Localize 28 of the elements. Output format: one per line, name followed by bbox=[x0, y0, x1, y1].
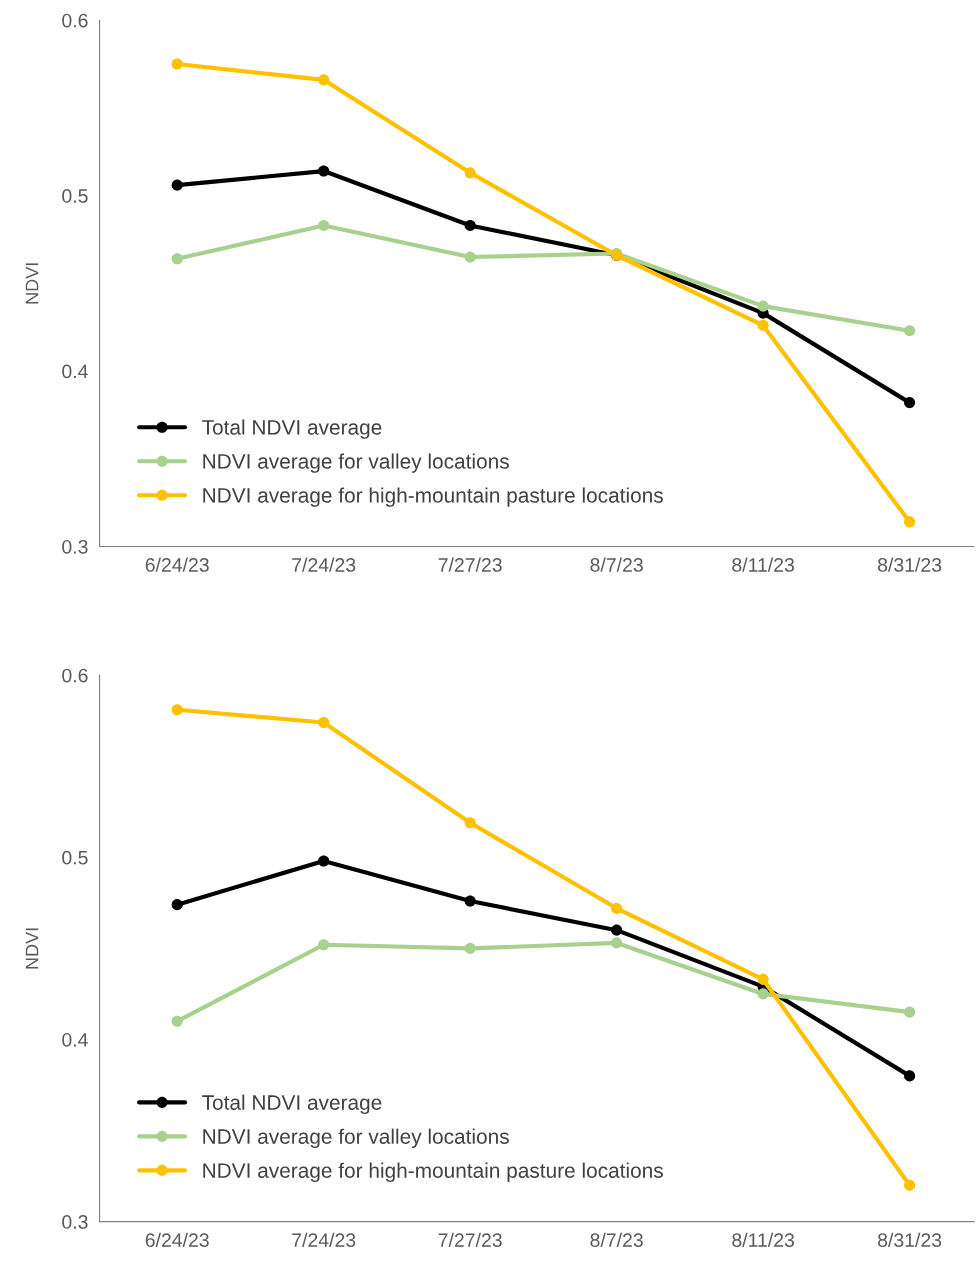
x-tick-label: 7/27/23 bbox=[438, 1232, 502, 1248]
legend-label: NDVI average for high-mountain pasture locations bbox=[203, 487, 663, 507]
x-tick-label: 7/27/23 bbox=[438, 557, 502, 572]
x-tick-label: 7/24/23 bbox=[292, 1232, 356, 1248]
y-tick-label: 0.4 bbox=[62, 1032, 88, 1047]
y-tick-label: 0.6 bbox=[62, 668, 88, 683]
y-tick-label: 0.3 bbox=[62, 539, 88, 554]
x-tick-label: 8/7/23 bbox=[590, 1232, 643, 1248]
x-tick-label: 7/24/23 bbox=[292, 557, 356, 572]
legend-label: Total NDVI average bbox=[202, 1094, 382, 1115]
x-tick-label: 8/31/23 bbox=[878, 1232, 942, 1248]
x-tick-label: 8/11/23 bbox=[732, 1232, 794, 1248]
x-tick-label: 8/7/23 bbox=[590, 557, 643, 572]
x-tick-label: 6/24/23 bbox=[145, 557, 209, 572]
legend-label: NDVI average for valley locations bbox=[203, 1128, 509, 1149]
x-tick-label: 8/11/23 bbox=[732, 557, 794, 572]
y-tick-label: 0.5 bbox=[62, 189, 88, 203]
y-tick-label: 0.5 bbox=[62, 850, 88, 865]
x-tick-label: 8/31/23 bbox=[878, 557, 942, 572]
y-tick-label: 0.6 bbox=[62, 13, 88, 28]
x-tick-label: 6/24/23 bbox=[145, 1232, 209, 1248]
legend-label: NDVI average for high-mountain pasture locations bbox=[203, 1162, 663, 1183]
y-axis-title: NDVI bbox=[25, 928, 39, 969]
legend-label: Total NDVI average bbox=[202, 419, 382, 439]
y-axis-title: NDVI bbox=[25, 263, 39, 304]
y-tick-label: 0.4 bbox=[62, 364, 88, 379]
legend-label: NDVI average for valley locations bbox=[203, 453, 509, 473]
y-tick-label: 0.3 bbox=[62, 1215, 88, 1229]
